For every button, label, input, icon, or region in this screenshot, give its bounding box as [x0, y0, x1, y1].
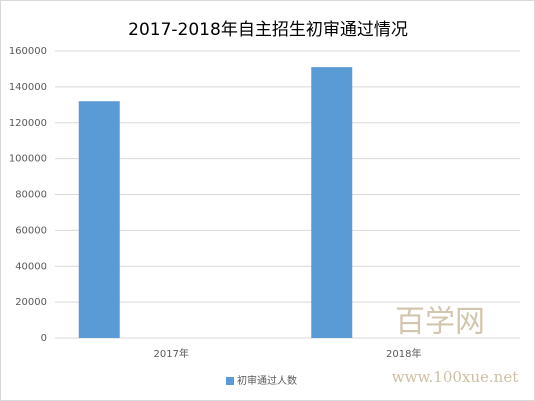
y-tick-label: 40000	[15, 261, 47, 272]
bar	[78, 101, 120, 338]
y-tick-label: 0	[41, 333, 47, 344]
y-tick-label: 80000	[15, 190, 47, 201]
y-tick-label: 120000	[9, 118, 47, 129]
watermark-url: www.100xue.net	[392, 368, 518, 386]
y-tick-label: 60000	[15, 225, 47, 236]
chart-title: 2017-2018年自主招生初审通过情况	[128, 20, 408, 40]
legend-swatch	[226, 377, 234, 385]
y-tick-label: 140000	[9, 82, 47, 93]
y-tick-label: 160000	[9, 46, 47, 57]
y-tick-label: 100000	[9, 154, 47, 165]
x-tick-label: 2017年	[154, 347, 189, 360]
bar	[311, 67, 353, 339]
x-tick-label: 2018年	[386, 347, 421, 360]
y-tick-label: 20000	[15, 297, 47, 308]
legend-label: 初审通过人数	[237, 374, 297, 387]
watermark-brand: 百学网	[395, 305, 485, 340]
